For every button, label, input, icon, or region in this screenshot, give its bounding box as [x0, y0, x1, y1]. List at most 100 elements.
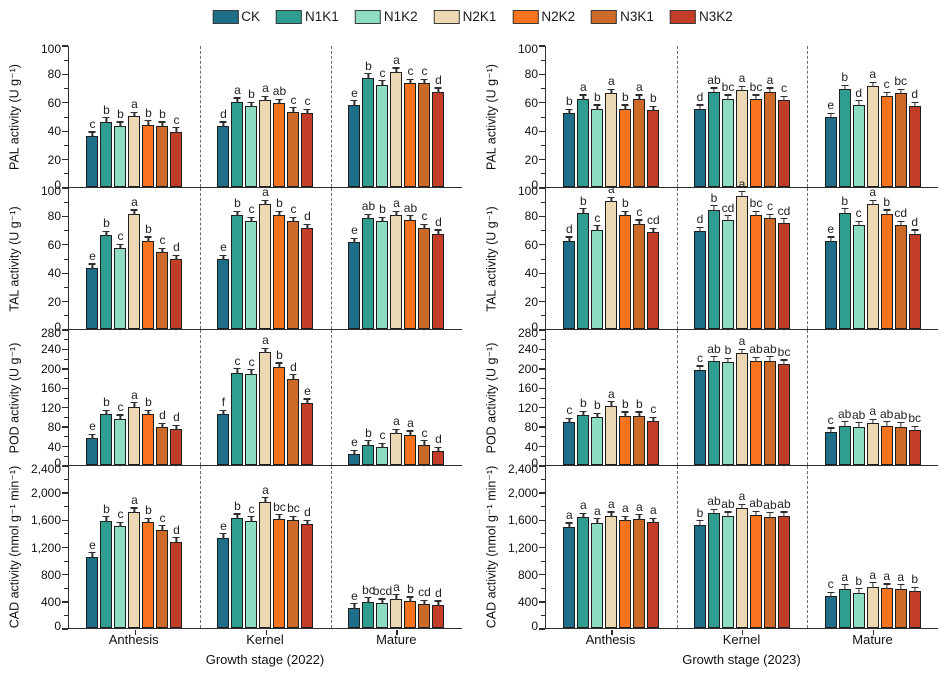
chart-pod-2022: POD activity (U g⁻¹) 0 40 80 120 160 200 240 280… — [8, 327, 462, 469]
error-bar — [161, 121, 164, 127]
error-bar — [437, 447, 440, 453]
significance-letter: b — [248, 87, 255, 102]
error-bar — [568, 418, 570, 424]
chart-cad-2022: CAD activity (nmol g⁻¹ min⁻¹) 0 400 800 1,20… — [8, 463, 462, 635]
error-bar-cap — [303, 398, 311, 400]
error-bar-cap — [130, 111, 138, 113]
error-bar — [250, 369, 253, 375]
error-bar — [582, 208, 584, 214]
error-bar — [381, 80, 384, 86]
y-tick-label: 80 — [524, 209, 538, 224]
error-bar-cap — [420, 440, 428, 442]
bar-n2k1: a — [735, 335, 748, 465]
significance-letter: c — [173, 112, 180, 127]
error-bar-cap — [869, 418, 877, 420]
error-bar-cap — [724, 215, 732, 217]
significance-letter: e — [220, 518, 227, 533]
y-tick — [539, 628, 545, 630]
error-bar — [292, 374, 295, 380]
y-minor-tick — [541, 59, 545, 61]
error-bar — [727, 358, 729, 364]
error-bar-cap — [635, 411, 643, 413]
y-tick — [539, 368, 545, 370]
y-tick — [539, 300, 545, 303]
group-separator-dashed-line — [199, 466, 201, 628]
y-tick-label: 240 — [517, 342, 538, 357]
significance-letter: bc — [721, 79, 735, 94]
significance-letter: c — [290, 202, 297, 217]
error-bar — [914, 102, 916, 108]
significance-letter: ab — [749, 496, 763, 511]
error-bar — [652, 417, 654, 423]
error-bar-cap — [289, 216, 297, 218]
bar-n2k2: bc — [273, 501, 286, 628]
bar-n2k2: a — [404, 417, 417, 465]
significance-letter: ab — [851, 407, 866, 422]
error-bar-cap — [883, 583, 891, 585]
error-bar — [610, 197, 612, 203]
error-bar — [353, 450, 356, 456]
y-tick-label: 80 — [47, 209, 61, 224]
x-tick — [872, 629, 875, 635]
bar-ck: e — [348, 590, 361, 628]
significance-letter: ab — [272, 84, 287, 99]
x-tick-label-mature: Mature — [852, 632, 893, 647]
bar-n3k2: c — [170, 114, 183, 187]
error-bar-cap — [158, 121, 166, 123]
y-tick — [539, 426, 545, 428]
error-bar-cap — [434, 446, 442, 449]
y-minor-tick — [541, 455, 545, 457]
significance-letter: ab — [879, 406, 894, 421]
error-bar — [119, 121, 122, 127]
error-bar — [236, 368, 239, 374]
bar-n2k1: a — [735, 490, 748, 628]
significance-letter: a — [738, 176, 746, 191]
bar-group-mature: e b c a b cd d — [807, 186, 938, 329]
significance-letter: b — [593, 398, 601, 413]
y-tick — [62, 187, 68, 189]
error-bar-cap — [696, 520, 704, 522]
error-bar — [367, 73, 370, 79]
y-tick — [539, 387, 545, 389]
y-tick — [62, 368, 68, 370]
bar-n1k1: ab — [707, 74, 721, 187]
y-minor-tick — [64, 358, 68, 360]
error-bar — [769, 356, 771, 362]
error-bar — [769, 87, 771, 93]
bar-n2k2: bc — [750, 81, 762, 187]
y-tick-label: 400 — [517, 594, 538, 609]
error-bar-cap — [289, 107, 297, 109]
error-bar — [264, 200, 267, 206]
error-bar-cap — [766, 87, 774, 89]
significance-letter: a — [593, 503, 601, 518]
bar-n1k2: c — [245, 503, 258, 628]
error-bar — [713, 87, 715, 93]
error-bar — [175, 127, 178, 133]
y-tick — [62, 519, 68, 522]
bar-n1k2: b — [376, 203, 389, 329]
error-bar — [568, 522, 570, 528]
error-bar-cap — [144, 409, 152, 411]
y-minor-tick — [64, 560, 68, 562]
error-bar-cap — [303, 108, 311, 110]
error-bar — [222, 121, 225, 127]
significance-letter: c — [248, 501, 255, 516]
error-bar-cap — [158, 247, 166, 250]
significance-letter: d — [855, 85, 862, 100]
error-bar — [264, 348, 267, 354]
y-tick-label: 0 — [54, 320, 61, 334]
error-bar-cap — [275, 362, 283, 364]
y-tick-label: 2,000 — [30, 486, 61, 501]
significance-letter: c — [566, 403, 573, 418]
bar-group-mature: e b d a c bc d — [807, 46, 938, 187]
error-bar — [367, 597, 370, 603]
error-bar — [886, 209, 888, 215]
bar-n1k1: b — [362, 60, 375, 187]
error-bar-cap — [88, 552, 96, 554]
error-bar — [755, 94, 757, 100]
y-tick-label: 1,600 — [507, 513, 538, 528]
significance-letter: e — [351, 85, 358, 100]
significance-letter: ab — [837, 406, 852, 421]
significance-letter: d — [435, 72, 442, 87]
